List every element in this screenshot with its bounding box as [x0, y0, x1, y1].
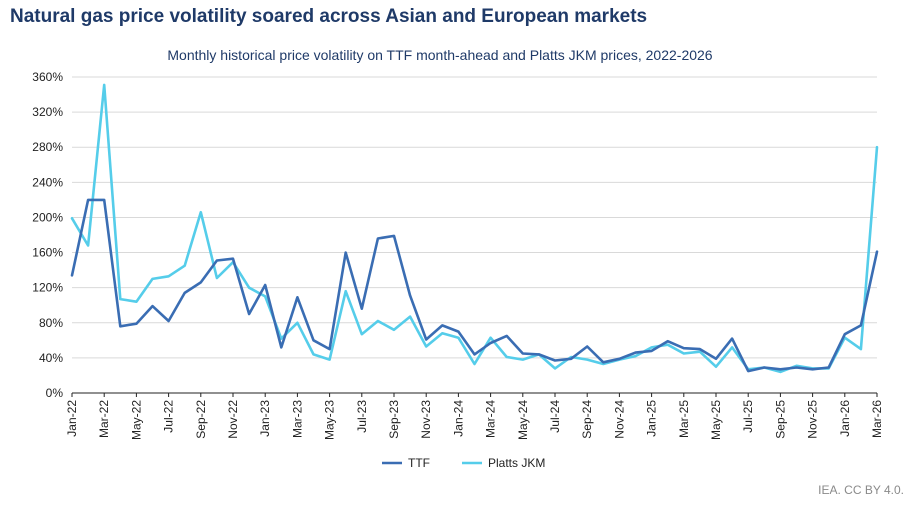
- series-line-platts-jkm: [70, 83, 879, 374]
- y-tick-label: 160%: [32, 246, 63, 260]
- x-tick-label: May-23: [323, 400, 337, 440]
- x-tick-label: Jan-26: [838, 400, 852, 437]
- x-tick-label: Nov-24: [612, 400, 626, 439]
- x-tick-label: Mar-24: [484, 400, 498, 438]
- y-tick-label: 40%: [39, 351, 63, 365]
- x-tick-label: Jan-22: [65, 400, 79, 437]
- x-tick-label: Jan-23: [258, 400, 272, 437]
- x-tick-label: Mar-26: [870, 400, 884, 438]
- y-tick-label: 360%: [32, 70, 63, 84]
- x-tick-label: Jul-23: [355, 400, 369, 433]
- source-credit: IEA. CC BY 4.0.: [818, 483, 904, 497]
- x-tick-label: Jul-22: [162, 400, 176, 433]
- x-tick-label: Sep-22: [194, 400, 208, 439]
- x-tick-label: Jan-24: [451, 400, 465, 437]
- y-tick-label: 200%: [32, 210, 63, 224]
- y-tick-label: 240%: [32, 175, 63, 189]
- x-tick-label: Nov-23: [419, 400, 433, 439]
- x-tick-label: Jul-24: [548, 400, 562, 433]
- y-axis-ticks: 0% 40% 80% 120% 160% 200% 240% 280% 320% 360%: [32, 70, 63, 400]
- chart-subtitle: Monthly historical price volatility on T…: [167, 47, 713, 63]
- x-tick-label: Jan-25: [645, 400, 659, 437]
- y-tick-label: 80%: [39, 316, 63, 330]
- legend-label: TTF: [408, 456, 430, 470]
- legend: TTF Platts JKM: [382, 456, 545, 470]
- x-tick-label: Nov-25: [806, 400, 820, 439]
- series-lines: [70, 83, 879, 374]
- x-tick-label: Nov-22: [226, 400, 240, 439]
- y-tick-label: 0%: [46, 386, 64, 400]
- series-line-ttf: [70, 198, 879, 373]
- x-axis-ticks: Jan-22 Mar-22 May-22 Jul-22 Sep-22 Nov-22 Jan-…: [65, 393, 884, 440]
- x-tick-label: Mar-25: [677, 400, 691, 438]
- chart-title: Natural gas price volatility soared acro…: [10, 6, 648, 27]
- legend-label: Platts JKM: [488, 456, 545, 470]
- x-tick-label: May-24: [516, 400, 530, 440]
- x-tick-label: Mar-23: [290, 400, 304, 438]
- y-tick-label: 280%: [32, 140, 63, 154]
- x-tick-label: May-25: [709, 400, 723, 440]
- x-tick-label: May-22: [129, 400, 143, 440]
- x-tick-label: Mar-22: [97, 400, 111, 438]
- x-tick-label: Sep-23: [387, 400, 401, 439]
- x-tick-label: Sep-24: [580, 400, 594, 439]
- x-tick-label: Jul-25: [741, 400, 755, 433]
- y-tick-label: 120%: [32, 281, 63, 295]
- x-tick-label: Sep-25: [773, 400, 787, 439]
- y-tick-label: 320%: [32, 105, 63, 119]
